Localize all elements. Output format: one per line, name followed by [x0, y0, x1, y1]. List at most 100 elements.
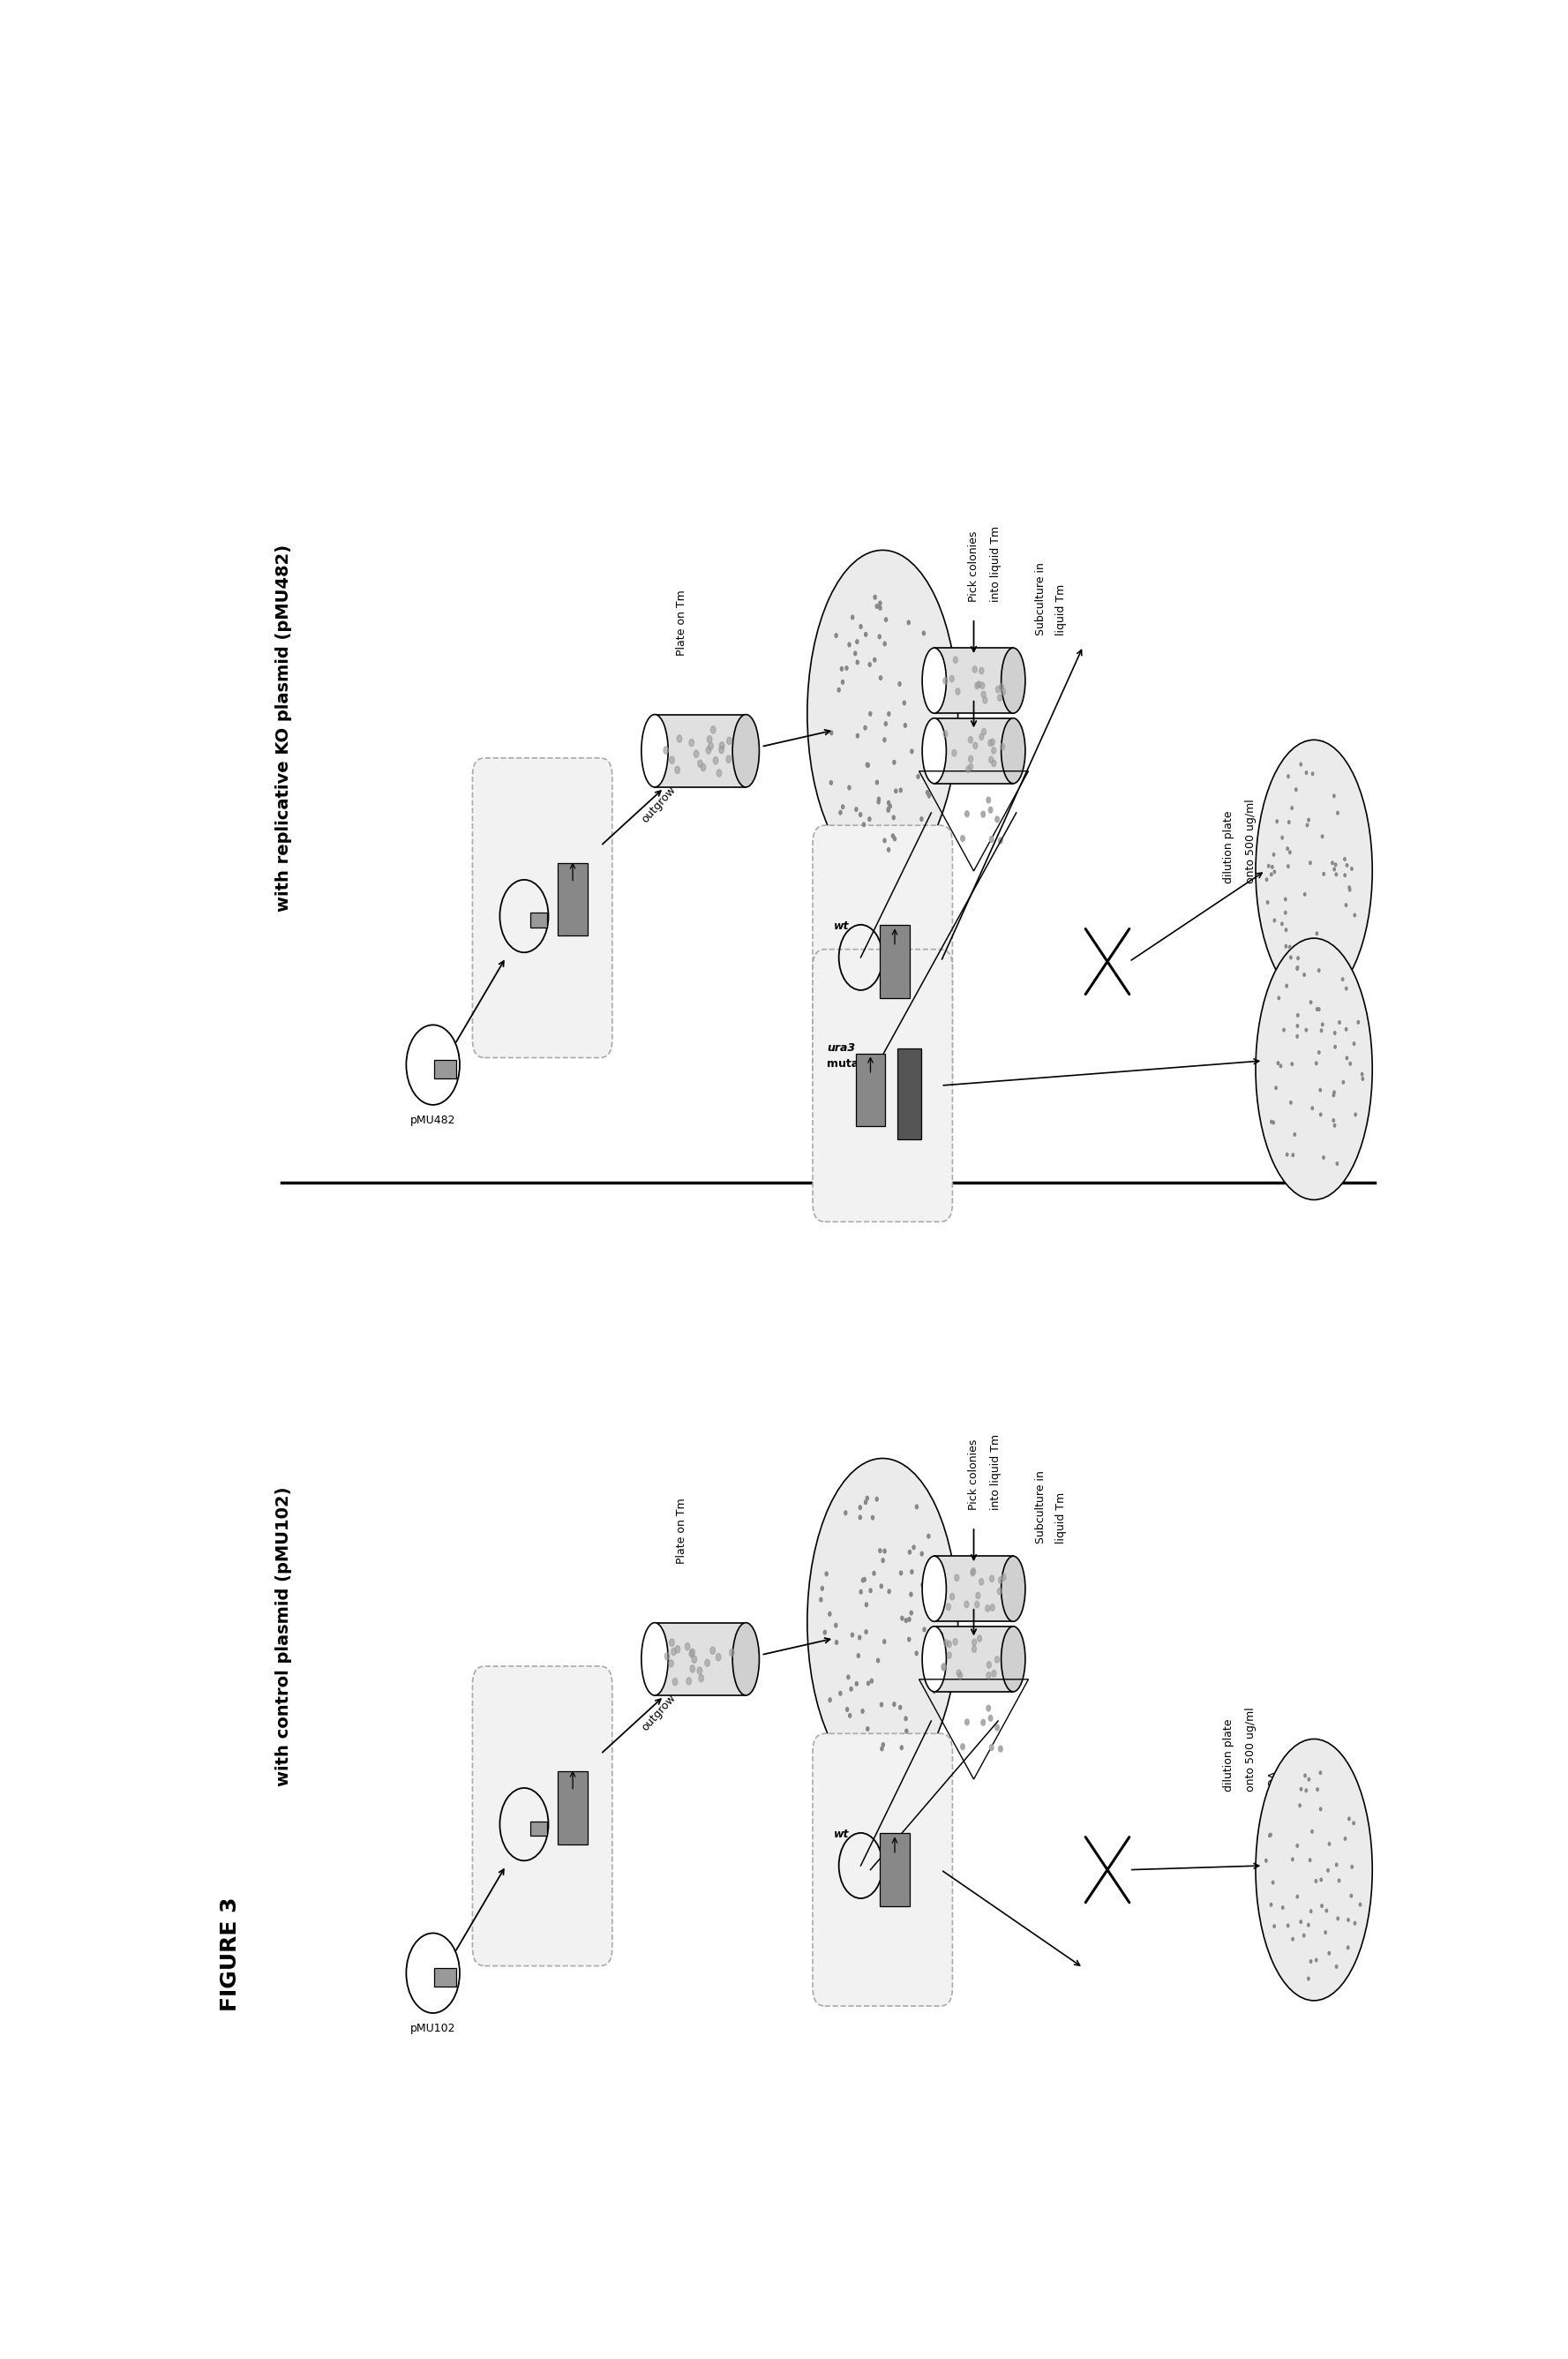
Text: into liquid Tm: into liquid Tm [989, 1434, 1002, 1510]
Circle shape [1347, 1918, 1350, 1923]
Circle shape [866, 1496, 869, 1500]
Circle shape [988, 1715, 993, 1722]
Circle shape [991, 738, 994, 745]
Circle shape [858, 1635, 861, 1640]
Circle shape [944, 1640, 949, 1647]
Circle shape [861, 1578, 864, 1583]
Circle shape [884, 722, 887, 727]
Circle shape [668, 1661, 674, 1668]
Circle shape [820, 1597, 822, 1602]
Circle shape [836, 1640, 837, 1644]
Circle shape [710, 727, 715, 734]
Circle shape [1283, 1029, 1284, 1031]
Text: dilution plate: dilution plate [1223, 1717, 1234, 1790]
Circle shape [964, 811, 969, 816]
Text: pMU102: pMU102 [411, 2022, 456, 2033]
Bar [880, 1833, 909, 1906]
Circle shape [1334, 1031, 1336, 1036]
Circle shape [1303, 892, 1306, 896]
Circle shape [989, 1576, 994, 1583]
Circle shape [1350, 1894, 1352, 1897]
FancyBboxPatch shape [472, 1665, 612, 1965]
Circle shape [1345, 903, 1347, 906]
Circle shape [1333, 868, 1336, 870]
Circle shape [913, 1545, 916, 1550]
Circle shape [1320, 1807, 1322, 1812]
Circle shape [953, 1640, 958, 1644]
Circle shape [1325, 1932, 1327, 1934]
Circle shape [884, 618, 887, 623]
Circle shape [1334, 863, 1336, 866]
Circle shape [691, 1656, 696, 1663]
Circle shape [1289, 852, 1290, 854]
Circle shape [969, 736, 972, 743]
Circle shape [1316, 1007, 1319, 1010]
Circle shape [856, 661, 859, 665]
Circle shape [909, 1611, 913, 1616]
Circle shape [840, 668, 844, 670]
Circle shape [941, 1632, 942, 1637]
Circle shape [1336, 811, 1339, 814]
Circle shape [1273, 920, 1275, 922]
Text: wt: wt [834, 920, 850, 932]
Ellipse shape [1002, 717, 1025, 783]
Ellipse shape [922, 1557, 946, 1621]
Circle shape [829, 731, 833, 736]
Circle shape [900, 788, 902, 793]
Circle shape [982, 691, 986, 698]
Circle shape [1311, 1106, 1314, 1109]
Circle shape [1270, 1121, 1273, 1123]
Ellipse shape [641, 715, 668, 788]
Circle shape [1333, 795, 1334, 797]
Circle shape [988, 741, 993, 745]
Circle shape [1276, 821, 1278, 823]
Circle shape [900, 1746, 903, 1750]
Circle shape [717, 769, 721, 776]
Circle shape [1300, 1788, 1301, 1790]
Circle shape [1000, 689, 1005, 696]
Circle shape [1287, 866, 1289, 868]
Circle shape [848, 786, 850, 790]
Circle shape [867, 1682, 870, 1684]
Circle shape [699, 1675, 704, 1682]
Circle shape [828, 1611, 831, 1616]
Circle shape [851, 1632, 853, 1637]
Circle shape [1290, 955, 1292, 960]
Circle shape [999, 1576, 1004, 1583]
Circle shape [908, 1637, 911, 1642]
Circle shape [1286, 1154, 1289, 1156]
Circle shape [924, 764, 927, 769]
Circle shape [942, 677, 947, 684]
Circle shape [670, 757, 674, 764]
Circle shape [938, 1647, 941, 1651]
Circle shape [847, 1675, 850, 1680]
Circle shape [975, 682, 980, 689]
Circle shape [1344, 1838, 1347, 1840]
Circle shape [1298, 1805, 1301, 1807]
Text: with replicative KO plasmid (pMU482): with replicative KO plasmid (pMU482) [274, 545, 292, 911]
Circle shape [1342, 977, 1344, 981]
Circle shape [1359, 1904, 1361, 1906]
Circle shape [996, 816, 999, 823]
Circle shape [989, 757, 993, 762]
Circle shape [848, 1713, 851, 1717]
Circle shape [927, 1533, 930, 1538]
Circle shape [1344, 859, 1345, 861]
Circle shape [892, 835, 894, 837]
Circle shape [856, 734, 859, 738]
Circle shape [956, 1670, 961, 1677]
Circle shape [822, 1585, 823, 1590]
Circle shape [1267, 863, 1270, 868]
Circle shape [1309, 861, 1311, 863]
Circle shape [862, 823, 866, 826]
Circle shape [1316, 1062, 1317, 1064]
Circle shape [850, 1687, 853, 1691]
Circle shape [859, 811, 862, 816]
Circle shape [710, 1647, 715, 1654]
Text: Plate on Tm: Plate on Tm [676, 590, 688, 656]
Circle shape [825, 1571, 828, 1576]
Circle shape [1290, 1062, 1294, 1066]
Circle shape [858, 1654, 859, 1658]
Circle shape [1333, 1090, 1336, 1095]
Circle shape [999, 684, 1004, 691]
